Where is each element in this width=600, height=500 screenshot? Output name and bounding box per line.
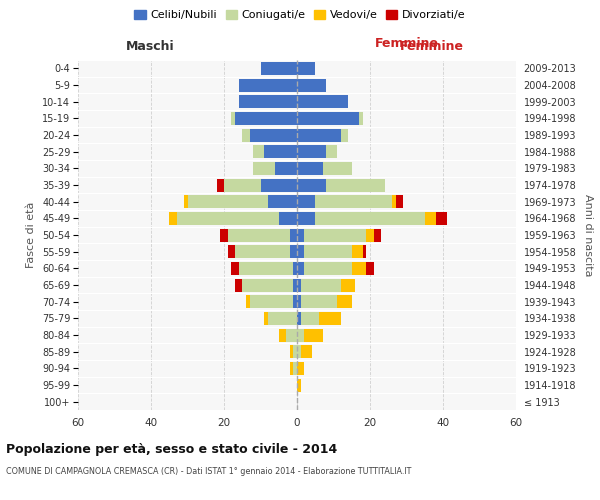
Legend: Celibi/Nubili, Coniugati/e, Vedovi/e, Divorziati/e: Celibi/Nubili, Coniugati/e, Vedovi/e, Di… — [130, 6, 470, 25]
Bar — [232, 112, 235, 125]
Bar — [297, 212, 315, 225]
Bar — [264, 312, 268, 325]
Bar — [297, 278, 301, 291]
Bar — [352, 262, 367, 275]
Bar — [297, 128, 341, 141]
Bar — [260, 62, 297, 75]
Bar — [290, 362, 293, 375]
Bar — [286, 328, 297, 342]
Bar — [242, 128, 250, 141]
Bar — [260, 178, 297, 192]
Bar — [290, 245, 297, 258]
Bar — [169, 212, 176, 225]
Bar — [337, 295, 352, 308]
Bar — [297, 95, 348, 108]
Bar — [290, 345, 293, 358]
Bar — [297, 145, 326, 158]
Bar — [304, 262, 352, 275]
Bar — [227, 245, 235, 258]
Text: Femmine: Femmine — [400, 40, 464, 52]
Bar — [341, 128, 348, 141]
Bar — [341, 278, 355, 291]
Bar — [363, 245, 367, 258]
Bar — [279, 328, 286, 342]
Bar — [436, 212, 446, 225]
Bar — [297, 245, 304, 258]
Bar — [297, 328, 304, 342]
Bar — [235, 112, 297, 125]
Bar — [425, 212, 436, 225]
Bar — [392, 195, 395, 208]
Bar — [297, 312, 301, 325]
Bar — [297, 162, 323, 175]
Bar — [250, 295, 293, 308]
Bar — [268, 195, 297, 208]
Text: COMUNE DI CAMPAGNOLA CREMASCA (CR) - Dati ISTAT 1° gennaio 2014 - Elaborazione T: COMUNE DI CAMPAGNOLA CREMASCA (CR) - Dat… — [6, 468, 412, 476]
Bar — [224, 178, 260, 192]
Bar — [239, 262, 293, 275]
Bar — [297, 345, 301, 358]
Bar — [268, 312, 297, 325]
Bar — [297, 362, 304, 375]
Bar — [367, 262, 374, 275]
Bar — [239, 95, 297, 108]
Bar — [323, 162, 352, 175]
Bar — [290, 228, 297, 241]
Bar — [297, 178, 326, 192]
Bar — [301, 295, 337, 308]
Bar — [304, 328, 323, 342]
Bar — [264, 145, 297, 158]
Bar — [367, 228, 374, 241]
Y-axis label: Anni di nascita: Anni di nascita — [583, 194, 593, 276]
Bar — [304, 245, 352, 258]
Bar — [279, 212, 297, 225]
Bar — [232, 262, 239, 275]
Bar — [374, 228, 381, 241]
Bar — [297, 262, 304, 275]
Bar — [293, 362, 297, 375]
Bar — [301, 312, 319, 325]
Bar — [297, 378, 301, 392]
Bar — [297, 62, 315, 75]
Bar — [253, 162, 275, 175]
Bar — [293, 262, 297, 275]
Bar — [253, 145, 264, 158]
Bar — [301, 345, 311, 358]
Bar — [297, 295, 301, 308]
Bar — [239, 78, 297, 92]
Bar — [246, 295, 250, 308]
Bar — [297, 228, 304, 241]
Y-axis label: Fasce di età: Fasce di età — [26, 202, 37, 268]
Bar — [184, 195, 188, 208]
Bar — [304, 228, 367, 241]
Bar — [217, 178, 224, 192]
Bar — [293, 295, 297, 308]
Bar — [315, 195, 392, 208]
Bar — [188, 195, 268, 208]
Bar — [297, 78, 326, 92]
Bar — [220, 228, 227, 241]
Bar — [275, 162, 297, 175]
Bar — [326, 178, 385, 192]
Bar — [176, 212, 279, 225]
Bar — [395, 195, 403, 208]
Bar — [315, 212, 425, 225]
Bar — [250, 128, 297, 141]
Bar — [297, 195, 315, 208]
Bar — [242, 278, 293, 291]
Text: Maschi: Maschi — [125, 40, 175, 52]
Bar — [227, 228, 290, 241]
Text: Femmine: Femmine — [374, 36, 439, 50]
Bar — [326, 145, 337, 158]
Bar — [319, 312, 341, 325]
Bar — [235, 245, 290, 258]
Text: Popolazione per età, sesso e stato civile - 2014: Popolazione per età, sesso e stato civil… — [6, 442, 337, 456]
Bar — [359, 112, 363, 125]
Bar — [301, 278, 341, 291]
Bar — [352, 245, 363, 258]
Bar — [297, 112, 359, 125]
Bar — [235, 278, 242, 291]
Bar — [293, 345, 297, 358]
Bar — [293, 278, 297, 291]
